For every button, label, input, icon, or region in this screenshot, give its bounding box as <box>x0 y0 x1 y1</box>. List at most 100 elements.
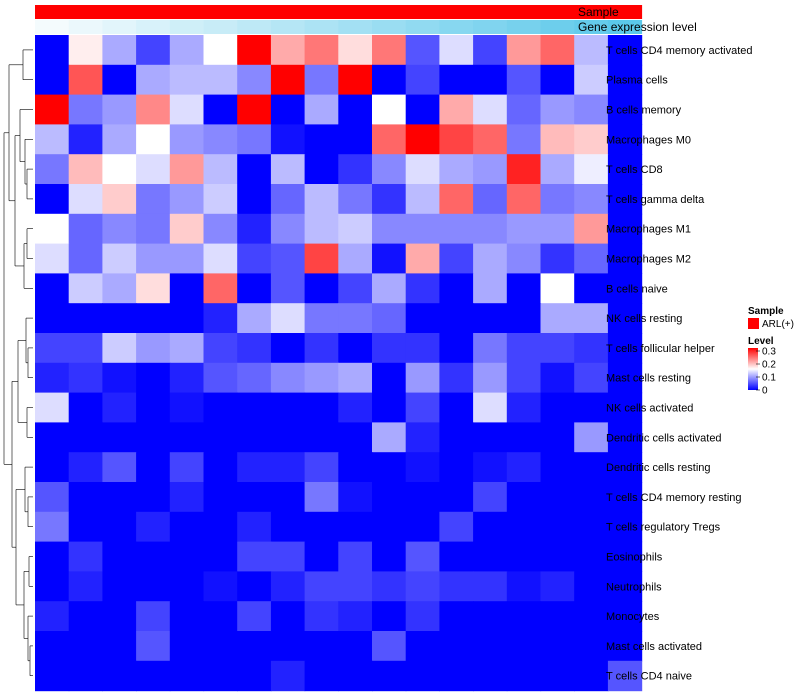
heatmap-cell <box>372 541 407 572</box>
heatmap-cell <box>574 333 609 364</box>
row-label: Monocytes <box>606 611 660 623</box>
heatmap-cell <box>68 184 103 215</box>
heatmap-cell <box>68 35 103 66</box>
heatmap-cell <box>304 243 339 274</box>
heatmap-cell <box>506 362 542 394</box>
heatmap-cell <box>473 94 508 125</box>
heatmap-cell <box>169 601 205 632</box>
heatmap-cell <box>270 392 306 423</box>
gene-expression-annotation-cell <box>35 20 70 34</box>
heatmap-cell <box>607 571 643 602</box>
heatmap-cell <box>473 541 508 572</box>
heatmap-cell <box>506 94 542 125</box>
heatmap-cell <box>270 184 306 215</box>
heatmap-cell <box>506 631 542 662</box>
gene-expression-annotation-cell <box>68 20 103 34</box>
heatmap-cell <box>574 35 609 66</box>
gene-expression-annotation-cell <box>169 20 204 34</box>
heatmap-cell <box>574 64 609 96</box>
row-label: B cells memory <box>606 105 682 117</box>
heatmap-cell <box>372 392 407 423</box>
heatmap-cell <box>405 422 440 453</box>
heatmap-cell <box>270 422 306 453</box>
heatmap-cell <box>270 303 306 334</box>
heatmap-cell <box>102 511 137 543</box>
heatmap-cell <box>540 124 575 155</box>
heatmap-cell <box>35 273 70 304</box>
heatmap-cell <box>136 124 171 155</box>
heatmap-cell <box>574 184 609 215</box>
heatmap-cell <box>607 64 643 96</box>
heatmap-cell <box>439 631 474 662</box>
heatmap-cell <box>607 511 643 543</box>
heatmap-cell <box>237 422 272 453</box>
heatmap-cell <box>574 362 609 394</box>
heatmap-cell <box>540 362 575 394</box>
heatmap-cell <box>405 631 440 662</box>
heatmap-cell <box>203 184 238 215</box>
heatmap-cell <box>439 482 474 513</box>
heatmap-cell <box>35 422 70 453</box>
heatmap-cell <box>203 571 238 602</box>
heatmap-cell <box>439 273 474 304</box>
heatmap-cell <box>203 660 238 692</box>
heatmap-cell <box>68 64 103 96</box>
heatmap-cell <box>372 422 407 453</box>
heatmap-cell <box>237 511 272 543</box>
heatmap-cell <box>169 631 205 662</box>
heatmap-cells <box>35 35 643 692</box>
heatmap-cell <box>574 303 609 334</box>
heatmap-cell <box>574 601 609 632</box>
heatmap-cell <box>136 64 171 96</box>
heatmap-cell <box>372 124 407 155</box>
heatmap-cell <box>203 422 238 453</box>
heatmap-cell <box>372 94 407 125</box>
heatmap-cell <box>169 213 205 245</box>
heatmap-cell <box>439 243 474 274</box>
heatmap-cell <box>607 184 643 215</box>
gene-expression-annotation-cell <box>102 20 137 34</box>
heatmap-cell <box>68 660 103 692</box>
heatmap-cell <box>439 392 474 423</box>
sample-annotation-cell <box>270 5 306 19</box>
heatmap-cell <box>136 35 171 66</box>
row-label: T cells gamma delta <box>606 194 705 206</box>
heatmap-cell <box>405 213 440 245</box>
heatmap-cell <box>169 303 205 334</box>
sample-annotation-cell <box>237 5 272 19</box>
heatmap-cell <box>506 213 542 245</box>
heatmap-cell <box>338 660 373 692</box>
heatmap-cell <box>506 601 542 632</box>
heatmap-cell <box>270 631 306 662</box>
heatmap-cell <box>102 392 137 423</box>
heatmap-cell <box>237 631 272 662</box>
heatmap-cell <box>607 422 643 453</box>
heatmap-cell <box>574 452 609 483</box>
heatmap-cell <box>338 303 373 334</box>
heatmap-cell <box>102 333 137 364</box>
gene-expression-annotation-cell <box>439 20 474 34</box>
heatmap-cell <box>102 482 137 513</box>
heatmap-cell <box>439 213 474 245</box>
row-label: Dendritic cells resting <box>606 462 711 474</box>
heatmap-cell <box>68 243 103 274</box>
gene-expression-annotation-cell <box>338 20 373 34</box>
heatmap-cell <box>102 571 137 602</box>
heatmap-cell <box>237 452 272 483</box>
heatmap-cell <box>405 94 440 125</box>
heatmap-cell <box>574 660 609 692</box>
heatmap-cell <box>237 273 272 304</box>
heatmap-cell <box>203 511 238 543</box>
heatmap-cell <box>540 213 575 245</box>
heatmap-cell <box>338 392 373 423</box>
heatmap-cell <box>237 482 272 513</box>
heatmap-cell <box>102 213 137 245</box>
heatmap-cell <box>372 35 407 66</box>
row-dendrogram <box>3 49 33 677</box>
heatmap-cell <box>574 541 609 572</box>
heatmap-cell <box>473 64 508 96</box>
heatmap-cell <box>540 452 575 483</box>
heatmap-cell <box>35 213 70 245</box>
heatmap-cell <box>506 35 542 66</box>
heatmap-cell <box>506 273 542 304</box>
